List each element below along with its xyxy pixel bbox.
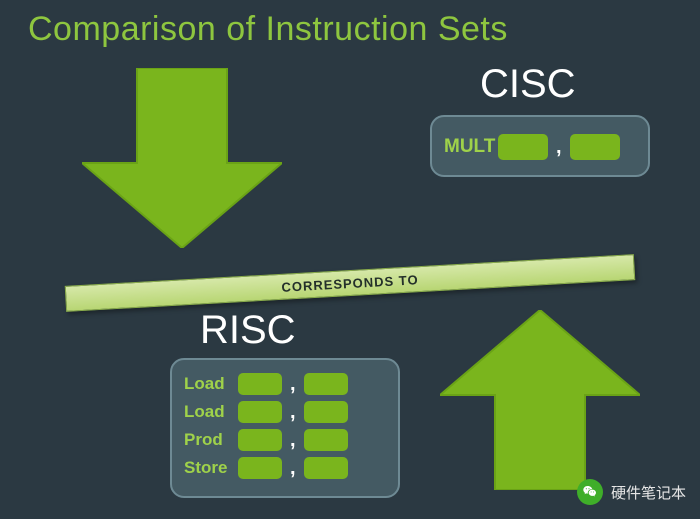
arrow-up-icon: [440, 310, 640, 490]
risc-row: Load,: [184, 398, 386, 426]
watermark: 硬件笔记本: [577, 479, 686, 505]
comma: ,: [290, 457, 296, 480]
risc-row: Prod,: [184, 426, 386, 454]
register-placeholder: [304, 457, 348, 479]
cisc-box: MULT ,: [430, 115, 650, 177]
wechat-icon: [577, 479, 603, 505]
op-label: Load: [184, 374, 232, 394]
register-placeholder: [304, 401, 348, 423]
op-label: MULT: [444, 136, 492, 158]
register-placeholder: [238, 429, 282, 451]
watermark-text: 硬件笔记本: [611, 482, 686, 503]
op-label: Store: [184, 458, 232, 478]
corresponds-bar: CORRESPONDS TO: [65, 254, 636, 312]
slide-title: Comparison of Instruction Sets: [28, 10, 508, 49]
register-placeholder: [570, 134, 620, 160]
comma: ,: [290, 401, 296, 424]
cisc-label: CISC: [480, 62, 576, 107]
comma: ,: [290, 373, 296, 396]
register-placeholder: [238, 401, 282, 423]
register-placeholder: [238, 373, 282, 395]
risc-label: RISC: [200, 308, 296, 353]
cisc-row: MULT ,: [444, 127, 636, 167]
register-placeholder: [238, 457, 282, 479]
op-label: Prod: [184, 430, 232, 450]
comma: ,: [556, 136, 562, 159]
op-label: Load: [184, 402, 232, 422]
arrow-down-icon: [82, 68, 282, 248]
risc-row: Load,: [184, 370, 386, 398]
register-placeholder: [304, 373, 348, 395]
risc-row: Store,: [184, 454, 386, 482]
risc-box: Load,Load,Prod,Store,: [170, 358, 400, 498]
register-placeholder: [498, 134, 548, 160]
comma: ,: [290, 429, 296, 452]
register-placeholder: [304, 429, 348, 451]
